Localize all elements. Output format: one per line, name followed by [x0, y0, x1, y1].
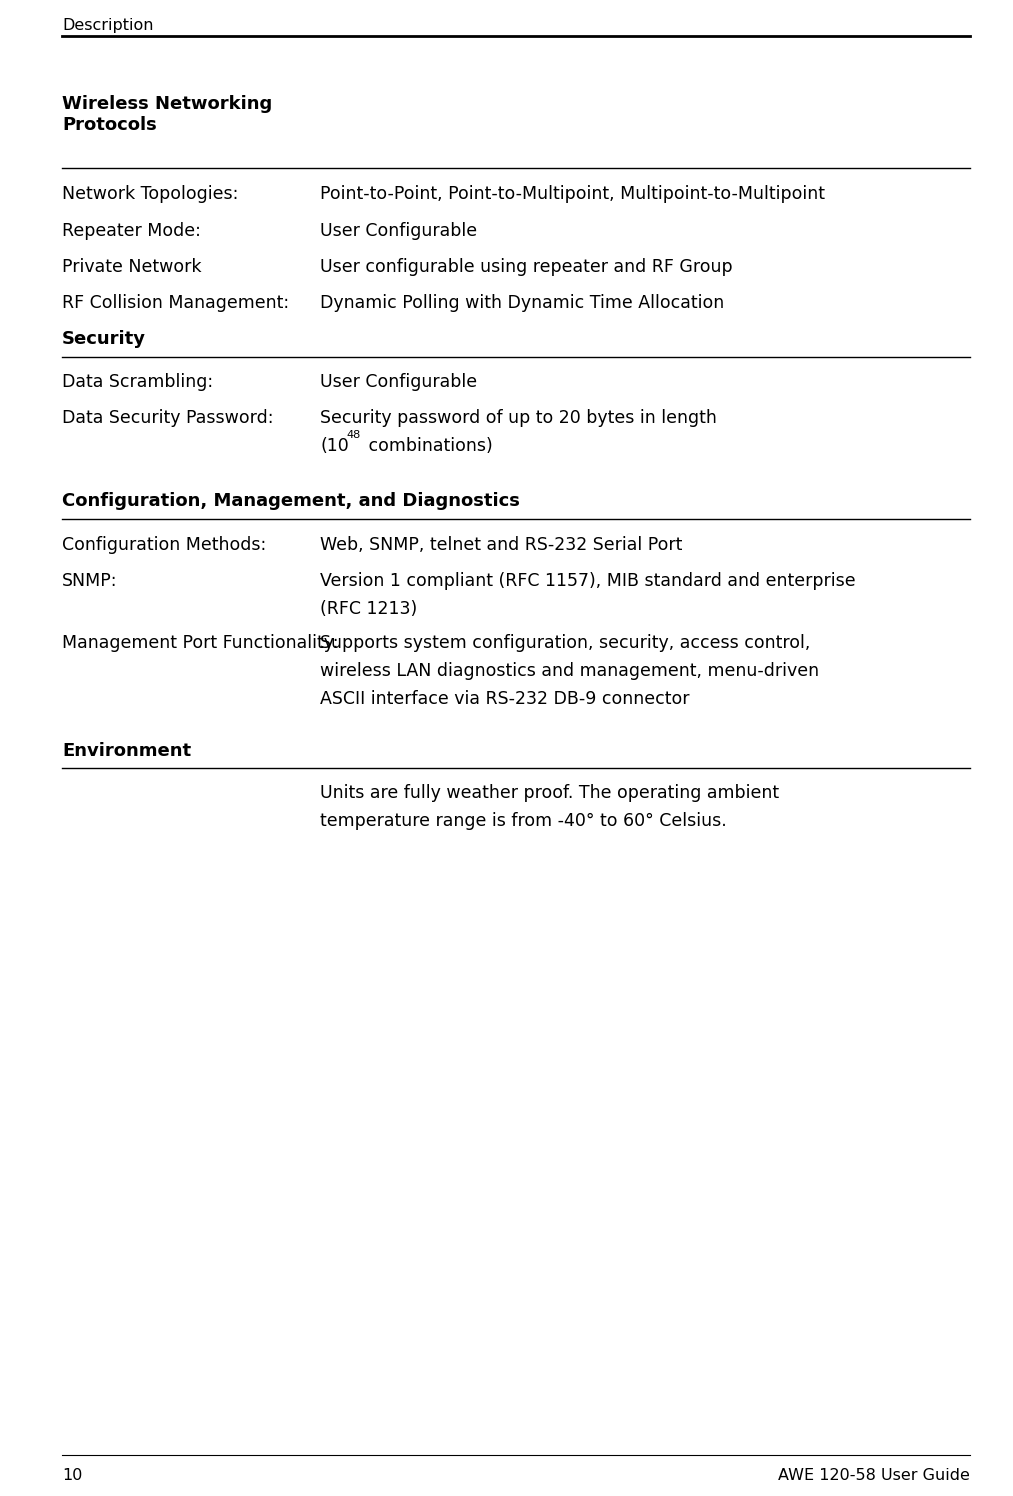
- Text: Security: Security: [62, 331, 146, 349]
- Text: Supports system configuration, security, access control,: Supports system configuration, security,…: [320, 634, 810, 652]
- Text: Management Port Functionality:: Management Port Functionality:: [62, 634, 338, 652]
- Text: User Configurable: User Configurable: [320, 373, 477, 390]
- Text: Configuration Methods:: Configuration Methods:: [62, 536, 266, 554]
- Text: User Configurable: User Configurable: [320, 221, 477, 239]
- Text: SNMP:: SNMP:: [62, 571, 118, 589]
- Text: Configuration, Management, and Diagnostics: Configuration, Management, and Diagnosti…: [62, 492, 520, 510]
- Text: Web, SNMP, telnet and RS-232 Serial Port: Web, SNMP, telnet and RS-232 Serial Port: [320, 536, 683, 554]
- Text: wireless LAN diagnostics and management, menu-driven: wireless LAN diagnostics and management,…: [320, 663, 820, 681]
- Text: User configurable using repeater and RF Group: User configurable using repeater and RF …: [320, 257, 732, 275]
- Text: Point-to-Point, Point-to-Multipoint, Multipoint-to-Multipoint: Point-to-Point, Point-to-Multipoint, Mul…: [320, 186, 825, 203]
- Text: Wireless Networking
Protocols: Wireless Networking Protocols: [62, 96, 272, 133]
- Text: RF Collision Management:: RF Collision Management:: [62, 295, 289, 313]
- Text: ASCII interface via RS-232 DB-9 connector: ASCII interface via RS-232 DB-9 connecto…: [320, 690, 690, 708]
- Text: AWE 120-58 User Guide: AWE 120-58 User Guide: [778, 1468, 970, 1483]
- Text: Description: Description: [62, 18, 154, 33]
- Text: Network Topologies:: Network Topologies:: [62, 186, 238, 203]
- Text: Dynamic Polling with Dynamic Time Allocation: Dynamic Polling with Dynamic Time Alloca…: [320, 295, 724, 313]
- Text: 10: 10: [62, 1468, 82, 1483]
- Text: temperature range is from -40° to 60° Celsius.: temperature range is from -40° to 60° Ce…: [320, 812, 726, 830]
- Text: Repeater Mode:: Repeater Mode:: [62, 221, 201, 239]
- Text: Units are fully weather proof. The operating ambient: Units are fully weather proof. The opera…: [320, 784, 779, 802]
- Text: Data Security Password:: Data Security Password:: [62, 408, 274, 426]
- Text: combinations): combinations): [363, 437, 492, 455]
- Text: Private Network: Private Network: [62, 257, 202, 275]
- Text: Security password of up to 20 bytes in length: Security password of up to 20 bytes in l…: [320, 408, 717, 426]
- Text: Environment: Environment: [62, 742, 191, 760]
- Text: (10: (10: [320, 437, 348, 455]
- Text: 48: 48: [346, 429, 361, 440]
- Text: Version 1 compliant (RFC 1157), MIB standard and enterprise: Version 1 compliant (RFC 1157), MIB stan…: [320, 571, 856, 589]
- Text: (RFC 1213): (RFC 1213): [320, 600, 417, 618]
- Text: Data Scrambling:: Data Scrambling:: [62, 373, 213, 390]
